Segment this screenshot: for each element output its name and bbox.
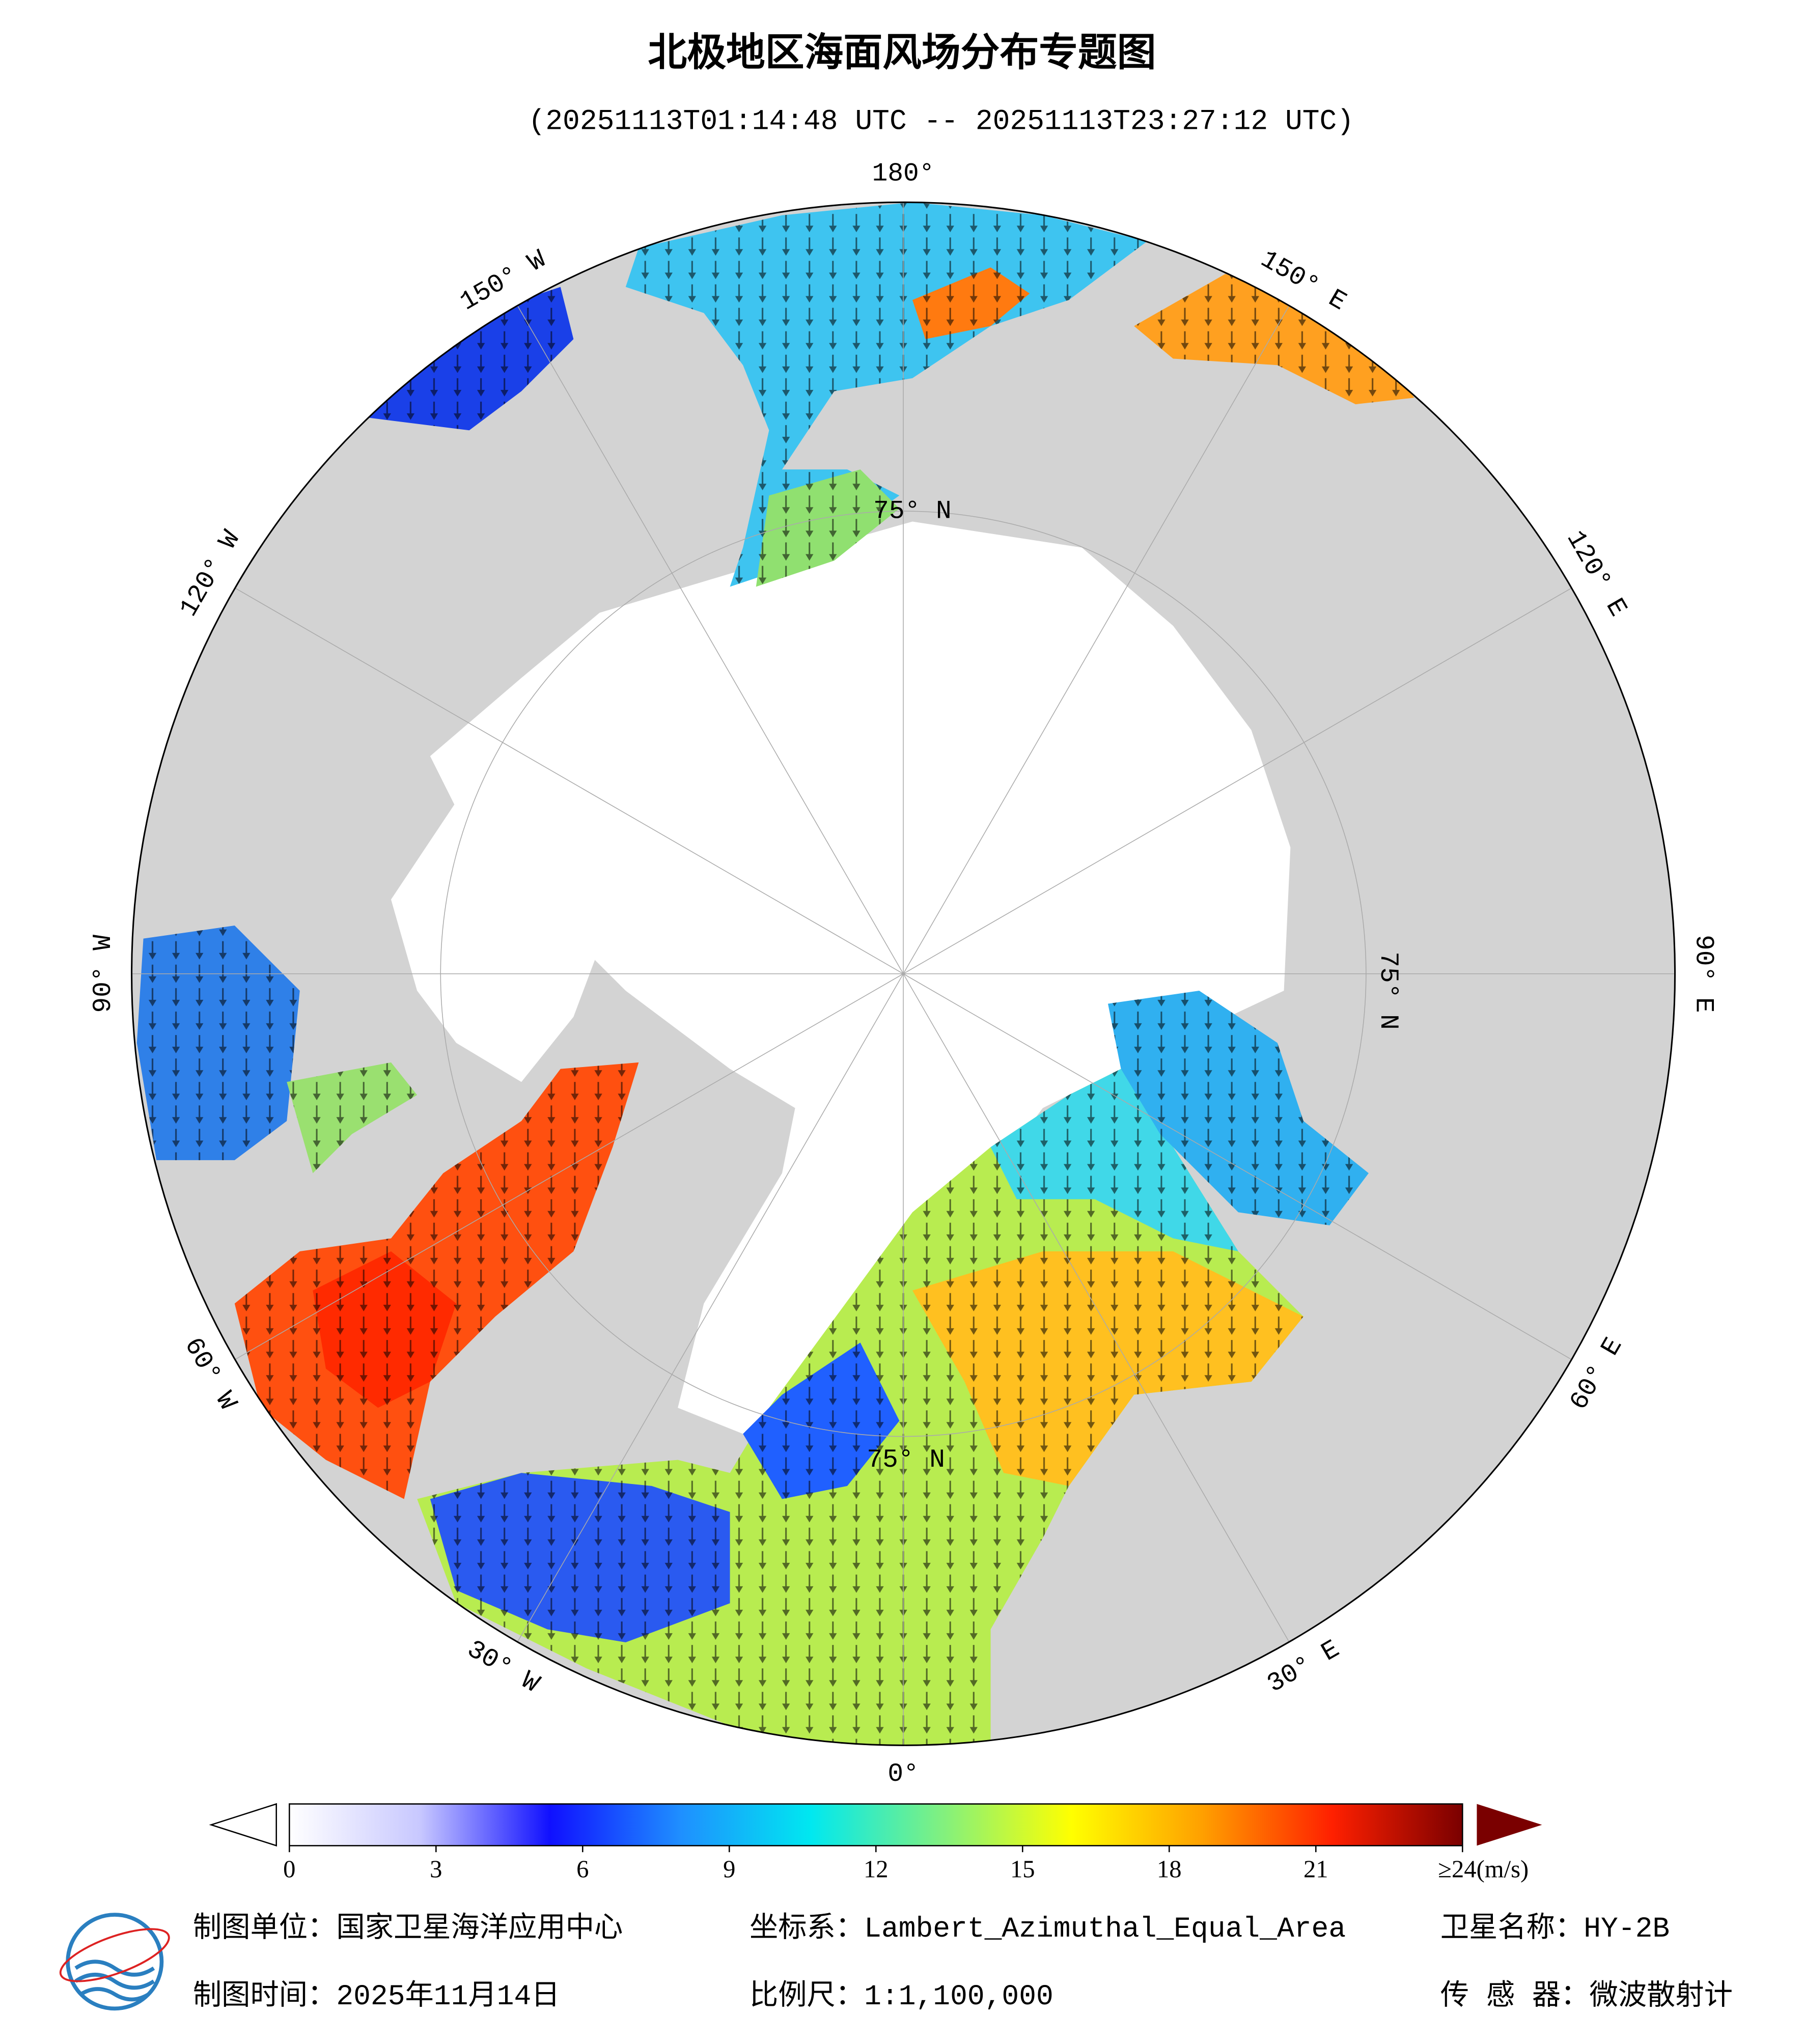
footer-satellite: 卫星名称：HY-2B (1440, 1912, 1670, 1945)
map-frame (131, 201, 1676, 1746)
lat-label: 75° N (873, 497, 952, 526)
colorbar-tick-label: 6 (576, 1856, 589, 1883)
colorbar-ramp (289, 1803, 1463, 1846)
meridian (903, 587, 1572, 974)
colorbar-tick-label: 12 (864, 1856, 889, 1883)
colorbar-tick-label: 15 (1010, 1856, 1035, 1883)
wind-baffin-arrows (234, 1062, 639, 1499)
wind-labrador-core-arrows (313, 1251, 456, 1408)
colorbar: 0 3 6 9 12 15 18 21 ≥24(m/s) (209, 1803, 1542, 1883)
colorbar-tick-label: 9 (723, 1856, 735, 1883)
logo (59, 1913, 170, 2011)
lon-label: 0° (887, 1759, 919, 1789)
meridian (235, 973, 904, 1360)
map-title: 北极地区海面风场分布专题图 (648, 30, 1156, 75)
colorbar-tick-label: 18 (1157, 1856, 1182, 1883)
wind-bering-hot-arrows (912, 267, 1030, 340)
lat-label: 75° N (867, 1445, 945, 1475)
footer-date: 制图时间：2025年11月14日 (193, 1979, 560, 2013)
meridian (903, 973, 1572, 1360)
wind-kara-arrows (1107, 991, 1369, 1225)
wind-norway-arrows (912, 1251, 1303, 1486)
map-subtitle: (20251113T01:14:48 UTC -- 20251113T23:27… (528, 105, 1354, 137)
colorbar-over (1477, 1804, 1542, 1846)
meridian (903, 973, 1290, 1642)
wind-hudson-arrows (136, 926, 300, 1160)
lon-label: 180° (872, 159, 935, 188)
logo-waves (74, 1959, 155, 2002)
footer-org: 制图单位：国家卫星海洋应用中心 (193, 1912, 623, 1945)
colorbar-tick-label: 3 (430, 1856, 442, 1883)
wind-siberia-arrows (1134, 274, 1414, 405)
meridian (235, 587, 904, 974)
wind-hudson-strait-arrows (287, 1062, 418, 1173)
wind-alaska-arrows (365, 287, 574, 431)
sea-ice (430, 521, 1291, 1434)
lon-label: 90° E (1688, 935, 1718, 1013)
colorbar-tick-label: ≥24(m/s) (1438, 1856, 1529, 1883)
colorbar-tick-label: 21 (1303, 1856, 1328, 1883)
footer-crs: 坐标系：Lambert_Azimuthal_Equal_Area (750, 1912, 1346, 1945)
wind-chukchi-arrows (756, 469, 900, 587)
footer-scale: 比例尺：1:1,100,000 (750, 1979, 1053, 2013)
meridian (517, 305, 904, 974)
wind-greenland-sea-arrows (743, 1342, 900, 1499)
logo-orbit (59, 1928, 170, 1982)
wind-barents-arrows (990, 1069, 1238, 1252)
parallel-75n (440, 511, 1367, 1437)
footer-sensor: 传 感 器：微波散射计 (1440, 1979, 1733, 2013)
ice-archipelago (391, 730, 613, 1082)
colorbar-tick-label: 0 (283, 1856, 295, 1883)
colorbar-under (209, 1803, 277, 1847)
lat-label: 75° N (1373, 951, 1403, 1030)
lon-label: 90° W (89, 935, 118, 1013)
wind-irminger-arrows (430, 1473, 730, 1643)
meridian (517, 973, 904, 1642)
meridian (903, 305, 1290, 974)
